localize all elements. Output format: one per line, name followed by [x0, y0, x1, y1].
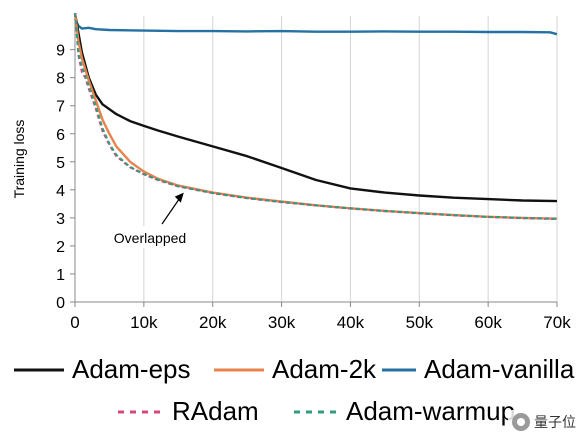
legend-swatch-adam-2k: [214, 368, 264, 371]
x-tick-label: 20k: [199, 313, 227, 332]
y-tick-label: 4: [56, 183, 65, 200]
series-line-radam: [74, 13, 558, 220]
series-line-adam-eps: [73, 12, 558, 203]
watermark: 量子位: [508, 410, 580, 434]
x-tick-label: 10k: [130, 313, 158, 332]
watermark-logo-icon: [512, 413, 530, 431]
series-line-adam-warmup: [74, 13, 558, 220]
y-tick-label: 9: [56, 43, 65, 60]
legend-swatch-adam-warmup: [294, 410, 338, 413]
legend-swatch-adam-eps: [14, 368, 64, 371]
y-tick-label: 8: [56, 71, 65, 88]
x-tick-label: 30k: [268, 313, 296, 332]
legend-item-radam: RAdam: [118, 396, 259, 427]
watermark-text: 量子位: [534, 415, 576, 431]
legend-item-adam-2k: Adam-2k: [214, 354, 376, 385]
y-tick-label: 5: [56, 155, 65, 172]
plot-area: 0 1 2 3 4 5 6 7 8 9 0 10k 20k 30k 40k 50k 60k 70k Training…: [11, 12, 571, 332]
y-tick-label: 3: [56, 211, 65, 228]
annotation-text: Overlapped: [114, 230, 186, 246]
x-tick-label: 40k: [337, 313, 365, 332]
series-line-adam-2k: [73, 13, 558, 220]
legend-label: Adam-eps: [72, 354, 191, 384]
y-tick-label: 2: [56, 239, 65, 256]
y-tick-label: 6: [56, 127, 65, 144]
legend-label: Adam-warmup: [346, 396, 516, 426]
legend-item-adam-warmup: Adam-warmup: [294, 396, 515, 427]
legend-swatch-adam-vanilla: [382, 368, 416, 371]
y-tick-label: 1: [56, 267, 65, 284]
annotation-arrow-line: [161, 196, 182, 225]
annotation-bg: [102, 226, 200, 248]
y-tick-label: 0: [56, 295, 65, 312]
legend: Adam-eps Adam-2k Adam-vanilla RAdam Adam…: [0, 352, 584, 440]
legend-swatch-radam: [118, 410, 164, 413]
y-axis-label: Training loss: [11, 120, 27, 199]
annotation-arrow-head: [174, 192, 184, 203]
x-tick-label: 0: [70, 313, 79, 332]
legend-label: Adam-2k: [272, 354, 377, 384]
legend-label: RAdam: [172, 396, 259, 426]
legend-label: Adam-vanilla: [424, 354, 575, 384]
x-tick-label: 50k: [406, 313, 434, 332]
series-line-adam-vanilla: [73, 18, 558, 36]
y-tick-label: 7: [56, 99, 65, 116]
x-tick-label: 60k: [474, 313, 502, 332]
legend-item-adam-eps: Adam-eps: [14, 354, 191, 385]
x-tick-label: 70k: [543, 313, 571, 332]
legend-item-adam-vanilla: Adam-vanilla: [382, 354, 574, 385]
